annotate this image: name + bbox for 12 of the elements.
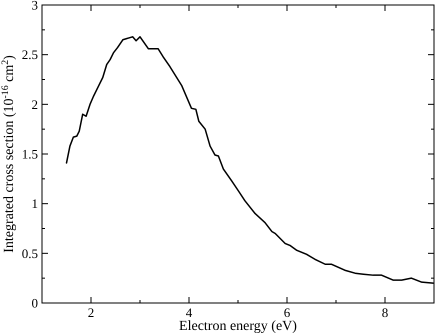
x-tick-label: 2 [88,305,94,320]
x-tick-label: 4 [186,305,193,320]
x-axis-title: Electron energy (eV) [179,319,298,334]
y-tick-label: 0.5 [22,246,38,261]
y-tick-label: 1 [32,196,38,212]
y-tick-label: 2 [32,96,38,112]
y-tick-label: 3 [32,0,38,13]
y-tick-label: 2.5 [22,47,38,62]
x-tick-label: 8 [382,305,388,320]
y-tick-label: 1.5 [22,146,38,162]
x-tick-label: 6 [284,305,291,320]
y-tick-label: 0 [32,296,38,311]
